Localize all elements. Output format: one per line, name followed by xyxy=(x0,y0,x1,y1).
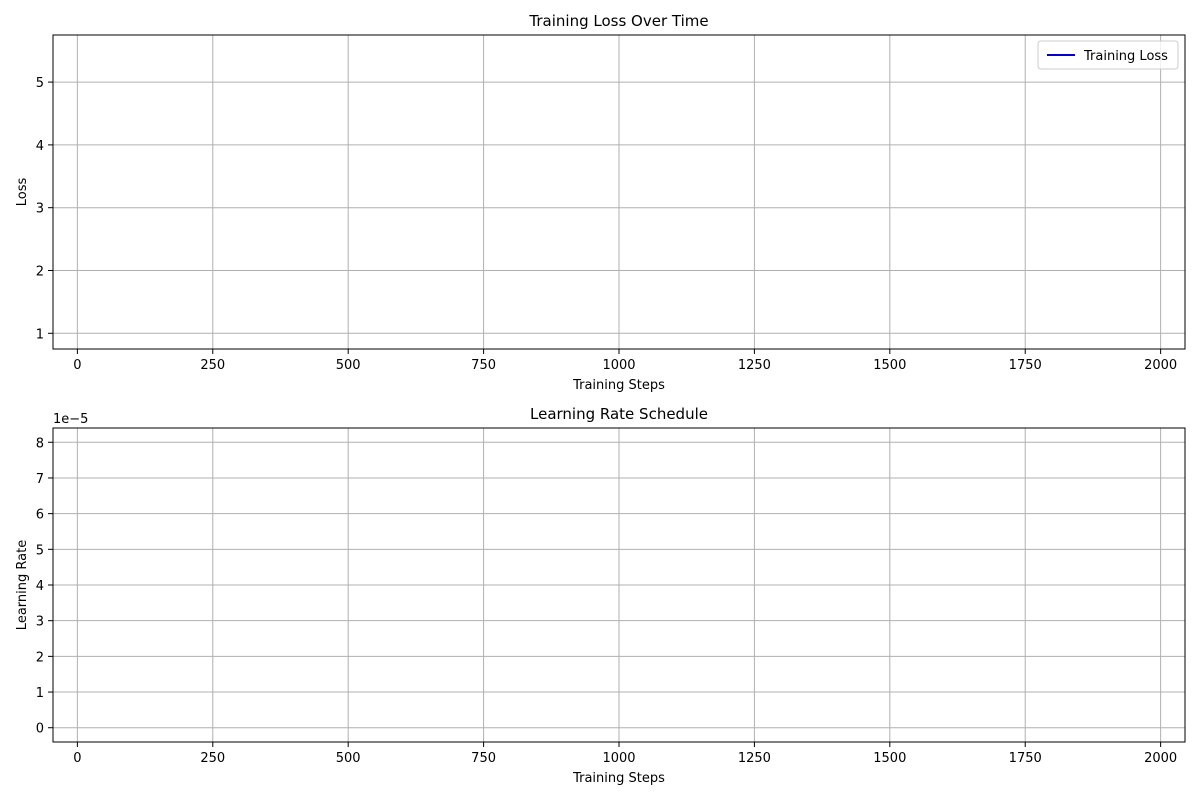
lr-chart-title: Learning Rate Schedule xyxy=(530,405,708,423)
loss-y-tick-label: 5 xyxy=(36,76,44,91)
loss-x-tick-label: 1000 xyxy=(602,358,635,373)
loss-x-tick-label: 750 xyxy=(471,358,496,373)
learning-rate-chart-panel: 0 250 500 750 1000 1250 1500 1750 2000 0 1 2 3 4 5 6 7 8… xyxy=(15,405,1186,786)
legend-box xyxy=(1037,40,1179,70)
lr-x-tick-label: 2000 xyxy=(1144,751,1177,766)
lr-y-tick-label: 1 xyxy=(36,686,44,701)
lr-y-axis: 0 1 2 3 4 5 6 7 8 xyxy=(36,436,53,737)
lr-y-tick-label: 3 xyxy=(36,615,44,630)
lr-x-tick-label: 500 xyxy=(336,751,361,766)
loss-x-tick-label: 1250 xyxy=(738,358,771,373)
loss-y-tick-label: 2 xyxy=(36,265,44,280)
loss-x-tick-label: 0 xyxy=(73,358,81,373)
lr-y-tick-label: 2 xyxy=(36,650,44,665)
lr-y-tick-label: 5 xyxy=(36,543,44,558)
loss-x-tick-label: 250 xyxy=(200,358,225,373)
legend-label-training-loss: Training Loss xyxy=(1083,49,1168,64)
loss-x-tick-label: 1750 xyxy=(1009,358,1042,373)
lr-x-tick-label: 250 xyxy=(200,751,225,766)
lr-y-tick-label: 8 xyxy=(36,436,44,451)
lr-grid xyxy=(53,428,1185,742)
loss-x-axis-label: Training Steps xyxy=(572,378,665,393)
lr-y-tick-label: 0 xyxy=(36,722,44,737)
loss-y-tick-label: 3 xyxy=(36,202,44,217)
lr-x-tick-label: 0 xyxy=(73,751,81,766)
loss-x-tick-label: 500 xyxy=(336,358,361,373)
loss-x-tick-label: 2000 xyxy=(1144,358,1177,373)
loss-legend: Training Loss xyxy=(1037,40,1179,70)
loss-grid xyxy=(53,35,1185,349)
lr-x-axis-label: Training Steps xyxy=(572,771,665,786)
loss-y-axis: 1 2 3 4 5 xyxy=(36,76,53,342)
lr-y-tick-label: 6 xyxy=(36,508,44,523)
loss-chart-panel: 0 250 500 750 1000 1250 1500 1750 2000 1 2 3 4 5 Tra… xyxy=(15,12,1186,393)
lr-x-tick-label: 1750 xyxy=(1009,751,1042,766)
lr-x-axis: 0 250 500 750 1000 1250 1500 1750 2000 xyxy=(73,742,1177,766)
lr-y-tick-label: 7 xyxy=(36,472,44,487)
loss-y-tick-label: 1 xyxy=(36,327,44,342)
lr-y-tick-label: 4 xyxy=(36,579,44,594)
loss-chart-title: Training Loss Over Time xyxy=(528,12,708,30)
loss-x-axis: 0 250 500 750 1000 1250 1500 1750 2000 xyxy=(73,349,1177,373)
lr-x-tick-label: 750 xyxy=(471,751,496,766)
loss-y-axis-label: Loss xyxy=(15,178,30,207)
lr-x-tick-label: 1000 xyxy=(602,751,635,766)
lr-x-tick-label: 1500 xyxy=(873,751,906,766)
loss-x-tick-label: 1500 xyxy=(873,358,906,373)
loss-y-tick-label: 4 xyxy=(36,139,44,154)
lr-x-tick-label: 1250 xyxy=(738,751,771,766)
lr-y-offset-text: 1e−5 xyxy=(53,412,88,427)
lr-y-axis-label: Learning Rate xyxy=(15,540,30,630)
